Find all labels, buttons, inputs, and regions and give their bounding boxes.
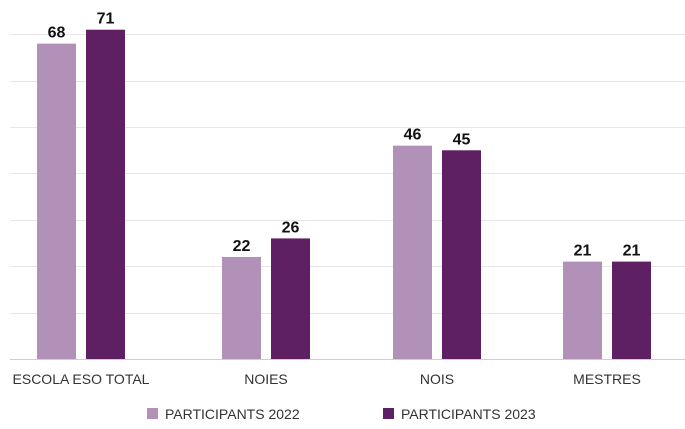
bar-2023-nois bbox=[442, 150, 481, 359]
value-label: 45 bbox=[453, 131, 471, 148]
bar-2022-mestres bbox=[563, 261, 602, 359]
value-label: 46 bbox=[404, 127, 422, 144]
bar-2023-escola-eso-total bbox=[86, 29, 125, 360]
value-label: 21 bbox=[623, 243, 641, 260]
value-label: 26 bbox=[282, 219, 300, 236]
value-label: 22 bbox=[233, 238, 251, 255]
legend-label: PARTICIPANTS 2023 bbox=[401, 406, 536, 422]
legend-item-2023: PARTICIPANTS 2023 bbox=[383, 406, 536, 422]
bar-2022-nois bbox=[393, 145, 432, 359]
category-labels: ESCOLA ESO TOTAL NOIES NOIS MESTRES bbox=[13, 371, 641, 387]
category-label: MESTRES bbox=[573, 371, 641, 387]
bars bbox=[37, 29, 651, 360]
value-label: 71 bbox=[97, 11, 115, 28]
legend: PARTICIPANTS 2022 PARTICIPANTS 2023 bbox=[147, 406, 536, 422]
legend-item-2022: PARTICIPANTS 2022 bbox=[147, 406, 300, 422]
bar-2023-mestres bbox=[612, 261, 651, 359]
legend-label: PARTICIPANTS 2022 bbox=[165, 406, 300, 422]
category-label: NOIS bbox=[420, 371, 454, 387]
bar-2022-escola-eso-total bbox=[37, 43, 76, 360]
legend-swatch bbox=[147, 408, 158, 419]
value-labels: 68 71 22 26 46 45 21 21 bbox=[48, 11, 641, 260]
value-label: 68 bbox=[48, 25, 66, 42]
value-label: 21 bbox=[574, 243, 592, 260]
bar-2022-noies bbox=[222, 256, 261, 359]
category-label: NOIES bbox=[244, 371, 288, 387]
legend-swatch bbox=[383, 408, 394, 419]
bar-2023-noies bbox=[271, 238, 310, 359]
category-label: ESCOLA ESO TOTAL bbox=[13, 371, 150, 387]
